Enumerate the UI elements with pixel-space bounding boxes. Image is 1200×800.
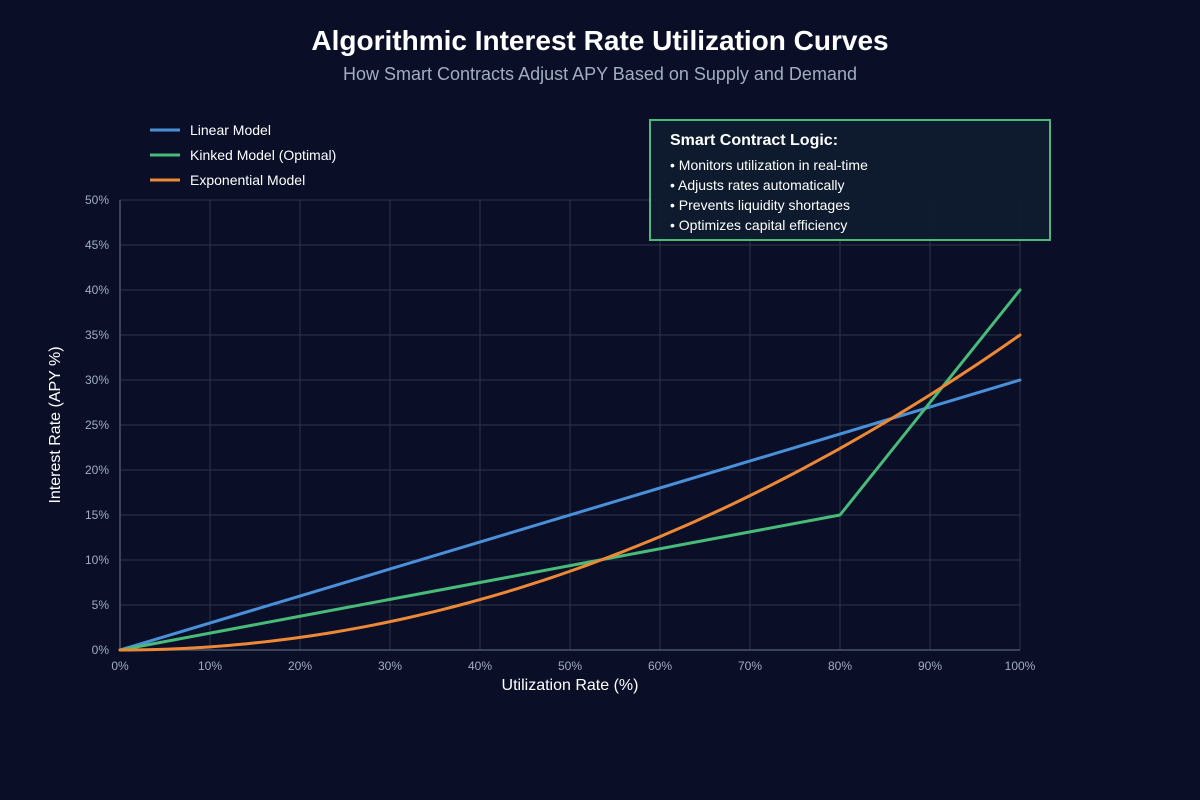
annotation-item: • Prevents liquidity shortages	[670, 197, 850, 213]
x-axis-label: Utilization Rate (%)	[502, 677, 639, 694]
y-tick-label: 5%	[92, 598, 110, 612]
x-tick-label: 60%	[648, 659, 672, 673]
x-tick-label: 90%	[918, 659, 942, 673]
x-tick-label: 0%	[111, 659, 129, 673]
x-tick-label: 50%	[558, 659, 582, 673]
annotation-title: Smart Contract Logic:	[670, 132, 838, 149]
chart-subtitle: How Smart Contracts Adjust APY Based on …	[343, 64, 857, 84]
series-line-exponential-model	[118, 333, 1022, 652]
x-tick-label: 10%	[198, 659, 222, 673]
series-lines	[118, 288, 1022, 652]
tick-labels: 0% 10% 20% 30% 40% 50% 60% 70% 80% 90% 100% 0% 5% 10%…	[85, 193, 1036, 673]
legend: Linear Model Kinked Model (Optimal) Expone…	[150, 122, 336, 188]
legend-label: Kinked Model (Optimal)	[190, 147, 336, 163]
y-tick-label: 40%	[85, 283, 109, 297]
y-tick-label: 0%	[92, 643, 110, 657]
annotation-item: • Optimizes capital efficiency	[670, 217, 847, 233]
x-tick-label: 80%	[828, 659, 852, 673]
chart-title: Algorithmic Interest Rate Utilization Cu…	[311, 25, 888, 56]
y-axis-label: Interest Rate (APY %)	[47, 346, 64, 503]
series-line-kinked-model-optimal	[118, 288, 1022, 652]
y-tick-label: 15%	[85, 508, 109, 522]
x-tick-label: 100%	[1005, 659, 1036, 673]
x-tick-label: 40%	[468, 659, 492, 673]
y-tick-label: 50%	[85, 193, 109, 207]
annotation-frame	[649, 119, 1051, 241]
y-tick-label: 20%	[85, 463, 109, 477]
y-tick-label: 35%	[85, 328, 109, 342]
axes	[119, 200, 1020, 651]
series-line-linear-model	[118, 378, 1022, 652]
x-tick-label: 70%	[738, 659, 762, 673]
annotation-item: • Adjusts rates automatically	[670, 177, 845, 193]
y-tick-label: 30%	[85, 373, 109, 387]
legend-label: Exponential Model	[190, 172, 305, 188]
annotation-item: • Monitors utilization in real-time	[670, 157, 868, 173]
y-tick-label: 45%	[85, 238, 109, 252]
grid	[119, 199, 1021, 651]
annotation-box: Smart Contract Logic: • Monitors utiliza…	[649, 119, 1051, 241]
x-tick-label: 30%	[378, 659, 402, 673]
y-tick-label: 25%	[85, 418, 109, 432]
x-tick-label: 20%	[288, 659, 312, 673]
legend-label: Linear Model	[190, 122, 271, 138]
y-tick-label: 10%	[85, 553, 109, 567]
